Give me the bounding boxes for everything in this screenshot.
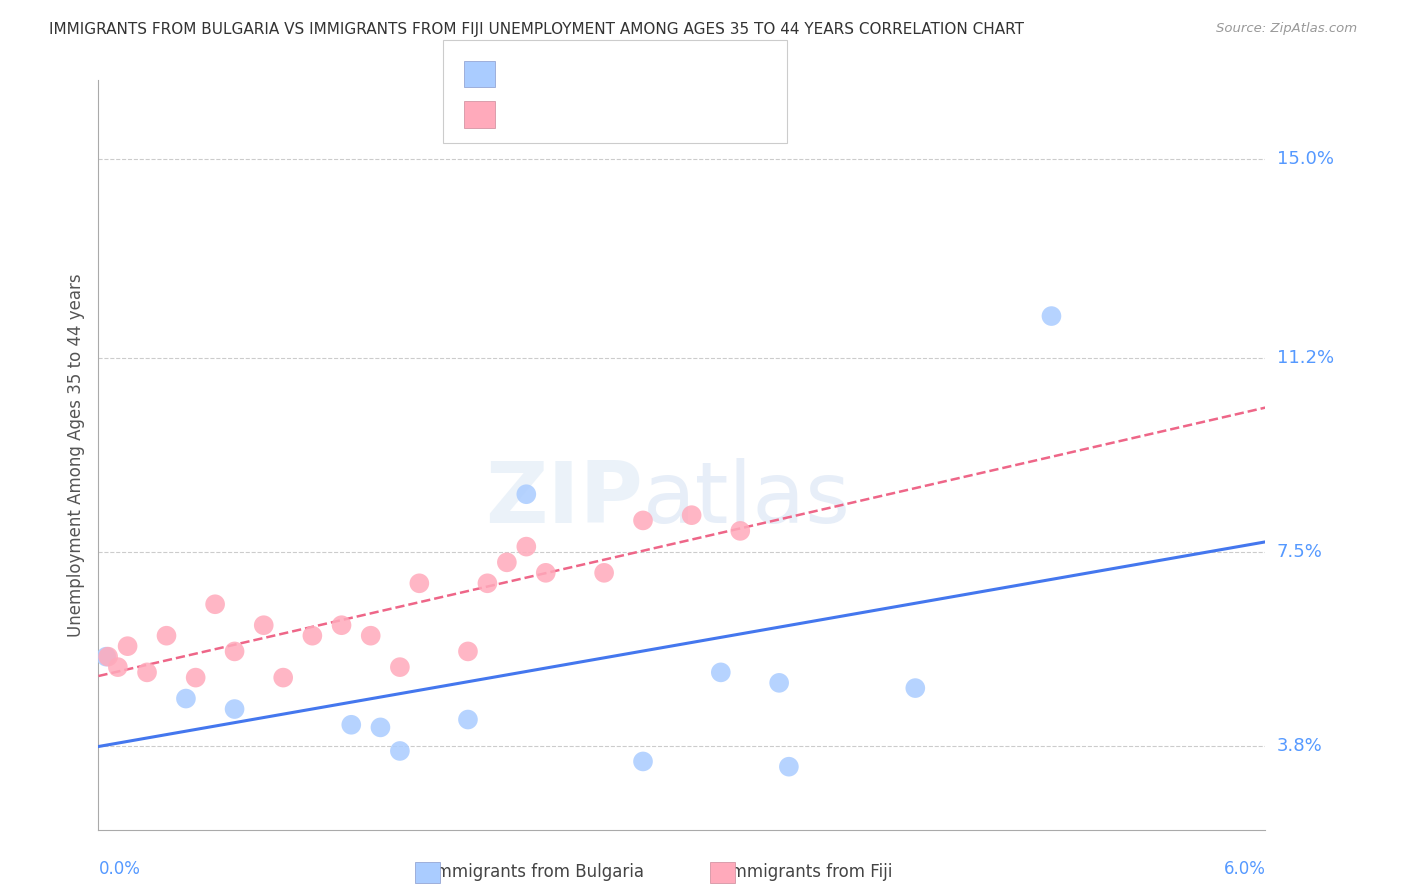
Y-axis label: Unemployment Among Ages 35 to 44 years: Unemployment Among Ages 35 to 44 years (66, 273, 84, 637)
Text: R = 0.394   N = 24: R = 0.394 N = 24 (506, 106, 690, 124)
Point (496, 555, 519, 569)
Point (360, 629, 382, 643)
Text: R = 0.676   N = 14: R = 0.676 N = 14 (506, 64, 690, 82)
Point (631, 755, 654, 769)
Point (155, 629, 177, 643)
Point (174, 691, 197, 706)
Text: Source: ZipAtlas.com: Source: ZipAtlas.com (1216, 22, 1357, 36)
Point (370, 720, 392, 734)
Text: ZIP: ZIP (485, 458, 643, 541)
Point (253, 618, 276, 632)
Text: 15.0%: 15.0% (1277, 150, 1333, 168)
Point (1040, 309, 1063, 323)
Point (224, 702, 246, 716)
Text: 6.0%: 6.0% (1223, 860, 1265, 878)
Point (477, 576, 499, 591)
Point (97, 649, 120, 664)
Point (778, 760, 800, 774)
Text: 0.0%: 0.0% (98, 860, 141, 878)
Point (388, 660, 411, 674)
Point (408, 576, 430, 591)
Text: 11.2%: 11.2% (1277, 349, 1334, 367)
Point (593, 566, 616, 580)
Point (631, 513, 654, 527)
Point (681, 508, 703, 523)
Point (904, 681, 927, 695)
Point (534, 566, 557, 580)
Point (515, 540, 537, 554)
Point (271, 671, 294, 685)
Point (184, 671, 207, 685)
Text: 7.5%: 7.5% (1277, 543, 1323, 561)
Point (330, 618, 353, 632)
Text: Immigrants from Fiji: Immigrants from Fiji (710, 863, 893, 881)
Point (107, 660, 129, 674)
Point (730, 524, 752, 538)
Point (301, 629, 323, 643)
Point (457, 644, 479, 658)
Text: atlas: atlas (643, 458, 851, 541)
Point (457, 713, 479, 727)
Point (224, 644, 246, 658)
Point (204, 597, 226, 611)
Point (117, 639, 139, 653)
Point (515, 487, 537, 501)
Point (96, 649, 118, 664)
Text: Immigrants from Bulgaria: Immigrants from Bulgaria (415, 863, 644, 881)
Point (340, 718, 363, 732)
Text: IMMIGRANTS FROM BULGARIA VS IMMIGRANTS FROM FIJI UNEMPLOYMENT AMONG AGES 35 TO 4: IMMIGRANTS FROM BULGARIA VS IMMIGRANTS F… (49, 22, 1024, 37)
Point (768, 676, 790, 690)
Point (136, 665, 159, 680)
Text: 3.8%: 3.8% (1277, 737, 1322, 755)
Point (388, 744, 411, 758)
Point (710, 665, 733, 680)
